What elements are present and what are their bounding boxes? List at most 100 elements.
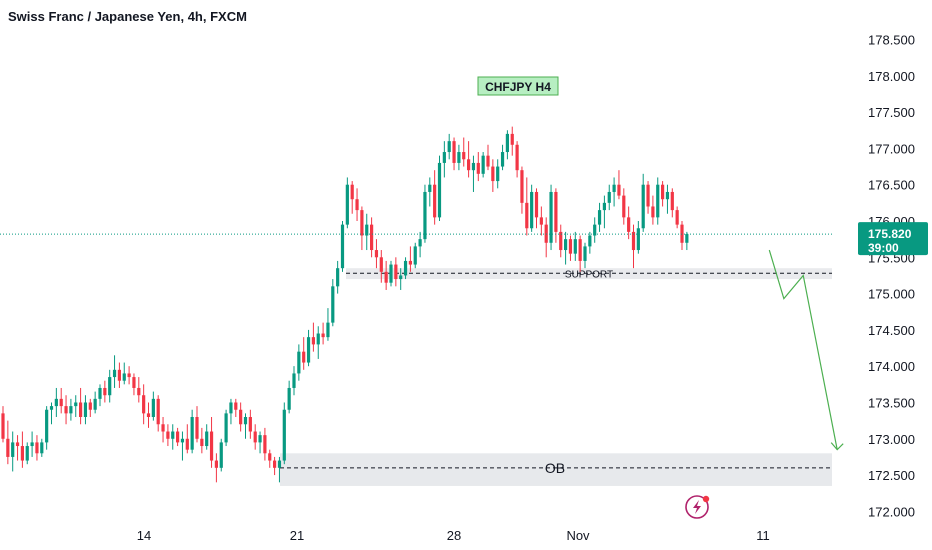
- candle-body: [520, 170, 524, 203]
- candle: [229, 398, 233, 425]
- candle: [578, 235, 582, 272]
- candle: [462, 137, 466, 167]
- x-tick-label: Nov: [566, 528, 590, 543]
- candle-body: [35, 442, 39, 454]
- candle: [656, 177, 660, 225]
- candle-body: [209, 431, 214, 461]
- candle-body: [88, 402, 92, 410]
- candle-body: [661, 184, 665, 200]
- candle-body: [69, 406, 73, 414]
- candle: [180, 431, 185, 461]
- candle-body: [423, 191, 427, 240]
- candle: [311, 322, 315, 352]
- y-tick-label: 178.000: [868, 69, 915, 84]
- candle: [510, 126, 514, 156]
- candle-body: [379, 257, 383, 272]
- candle: [394, 257, 398, 287]
- candle: [544, 217, 548, 258]
- candle-body: [583, 246, 587, 261]
- candle-body: [326, 322, 330, 338]
- candle-body: [665, 191, 670, 200]
- candle: [627, 206, 631, 240]
- candle-body: [675, 210, 679, 225]
- x-tick-label: 28: [447, 528, 461, 543]
- candle-body: [452, 141, 456, 163]
- candle-body: [442, 152, 446, 163]
- candle: [200, 427, 204, 454]
- candle: [559, 224, 563, 258]
- candle-body: [631, 231, 636, 251]
- candle: [564, 231, 568, 265]
- x-tick-label: 21: [290, 528, 304, 543]
- candle-body: [161, 424, 165, 432]
- candle-body: [646, 184, 650, 207]
- candle: [253, 424, 257, 450]
- candle-body: [98, 387, 102, 399]
- candle: [340, 221, 345, 272]
- candle-body: [370, 224, 374, 251]
- candle-body: [588, 235, 592, 247]
- candle: [670, 188, 674, 218]
- candle: [45, 406, 49, 450]
- candle: [602, 195, 606, 229]
- y-tick-label: 172.000: [868, 504, 915, 519]
- lightning-icon[interactable]: [685, 495, 710, 519]
- candle-body: [64, 406, 68, 414]
- candle-body: [258, 435, 262, 443]
- candle: [350, 181, 354, 214]
- candle-body: [331, 286, 335, 323]
- candle: [297, 344, 301, 381]
- x-tick-label: 11: [756, 528, 770, 543]
- candle: [433, 170, 437, 225]
- candle-body: [273, 460, 277, 468]
- candle: [530, 184, 534, 232]
- candle-body: [146, 413, 151, 417]
- candle-body: [559, 231, 563, 251]
- candle-body: [180, 438, 185, 443]
- candle-body: [122, 373, 126, 381]
- candle-body: [525, 202, 529, 229]
- candle-body: [457, 152, 461, 163]
- candle: [370, 217, 374, 258]
- candle-body: [132, 377, 136, 388]
- candle-body: [83, 402, 88, 417]
- candle: [505, 130, 509, 160]
- candle: [622, 188, 626, 225]
- candle-body: [597, 210, 602, 225]
- candle-body: [617, 184, 621, 196]
- candle-body: [142, 395, 146, 414]
- axis-layer: 178.500178.000177.500177.000176.500176.0…: [137, 33, 928, 543]
- candle-body: [428, 184, 432, 192]
- candle-body: [117, 369, 121, 381]
- candle-body: [49, 406, 54, 410]
- candle: [607, 184, 611, 211]
- candle: [209, 417, 214, 468]
- y-tick-label: 177.000: [868, 141, 915, 156]
- candle: [277, 456, 282, 483]
- candle-body: [287, 387, 291, 410]
- candle: [321, 322, 325, 345]
- candle: [646, 181, 650, 214]
- candle-body: [20, 446, 24, 461]
- candle: [539, 206, 543, 236]
- candle-body: [612, 184, 616, 192]
- candle-body: [403, 260, 408, 276]
- candle-body: [656, 184, 660, 218]
- candle: [20, 431, 24, 468]
- candle: [661, 181, 665, 207]
- candle: [568, 235, 573, 261]
- candle: [403, 257, 408, 280]
- candle: [481, 152, 485, 178]
- symbol-tag-label: CHFJPY H4: [485, 80, 551, 94]
- candle: [491, 159, 495, 192]
- candle-body: [30, 442, 34, 447]
- candle: [593, 217, 597, 243]
- candle-body: [297, 351, 301, 374]
- candle-body: [534, 191, 539, 218]
- candle-body: [355, 199, 359, 211]
- candle-body: [292, 373, 296, 388]
- candle: [171, 424, 175, 450]
- candle-body: [602, 202, 606, 211]
- y-tick-label: 177.500: [868, 105, 915, 120]
